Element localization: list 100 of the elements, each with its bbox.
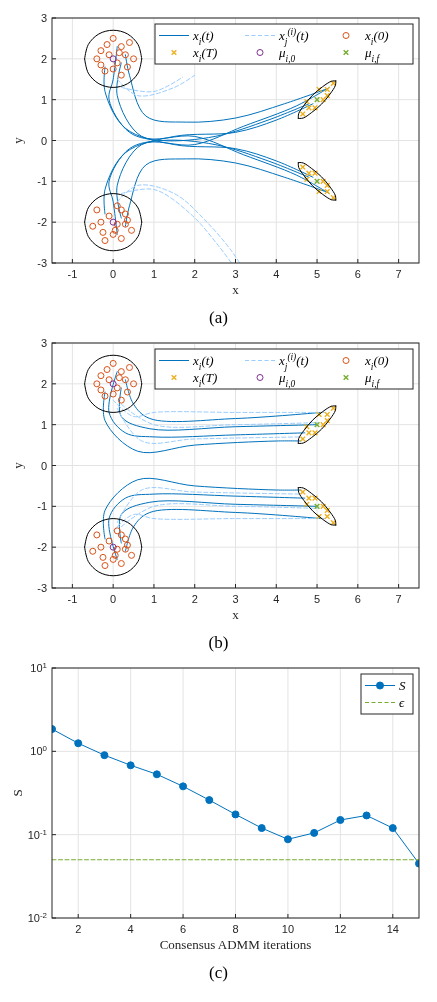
y-tick-label: 10$^{1}$ [30, 660, 48, 674]
point [113, 59, 121, 67]
point [111, 551, 119, 559]
point [314, 178, 320, 185]
legend-label: x$_{i}$(t) [192, 352, 214, 372]
point [109, 34, 117, 42]
point [97, 386, 105, 394]
point [109, 230, 117, 238]
point [113, 202, 121, 210]
y-axis-title: S [10, 789, 25, 797]
x-axis-title: x [232, 607, 240, 622]
point [109, 380, 117, 388]
legend-label: μ$_{i,f}$ [364, 44, 381, 64]
point [74, 739, 83, 748]
point [306, 170, 312, 176]
y-tick-label: 2 [40, 52, 47, 65]
y-tick-label: 1 [40, 418, 47, 431]
point [362, 811, 371, 820]
point [152, 770, 161, 779]
x-tick-label: 6 [354, 593, 361, 605]
point [101, 562, 109, 570]
point [205, 796, 214, 805]
point [109, 555, 117, 563]
point [306, 430, 312, 436]
x-tick-label: 0 [110, 593, 117, 605]
point [123, 541, 131, 549]
x-tick-label: -1 [67, 593, 78, 605]
point [306, 105, 312, 111]
point [128, 226, 136, 234]
x-tick-label: 4 [273, 268, 280, 280]
point [299, 489, 306, 495]
x-tick-label: 1 [150, 593, 158, 605]
point [310, 828, 319, 837]
point [100, 751, 109, 760]
y-tick-label: 10$^{-2}$ [27, 910, 47, 924]
y-tick-label: 3 [40, 12, 47, 24]
point [103, 366, 111, 374]
point [105, 212, 113, 220]
point [299, 164, 306, 170]
x-tick-label: 12 [334, 923, 347, 935]
point [117, 71, 125, 79]
x-tick-label: 6 [354, 268, 361, 280]
y-tick-label: -1 [37, 500, 47, 513]
point [117, 396, 125, 404]
point [123, 216, 131, 224]
legend-label: μ$_{i,f}$ [364, 369, 381, 389]
y-tick-label: 0 [40, 134, 47, 147]
legend-label: ϵ [399, 694, 405, 710]
point [109, 390, 117, 398]
point [126, 761, 135, 770]
point [324, 513, 331, 520]
y-tick-label: -3 [37, 582, 47, 594]
x-tick-label: 5 [313, 593, 321, 605]
x-tick-label: 2 [191, 268, 198, 280]
point [97, 61, 105, 69]
point [99, 228, 107, 236]
point [130, 380, 138, 388]
point [109, 65, 117, 73]
x-axis-title: x [232, 282, 240, 297]
y-tick-label: -1 [37, 175, 47, 188]
point [99, 553, 107, 561]
point [93, 206, 101, 214]
x-tick-label: 3 [232, 268, 239, 280]
point [121, 220, 129, 228]
y-tick-label: -2 [37, 541, 47, 554]
point [121, 51, 129, 59]
y-axis-title: y [10, 136, 25, 144]
point [336, 815, 345, 824]
point [121, 545, 129, 553]
point [257, 824, 266, 833]
legend-label: x$_{i}$(0) [364, 352, 389, 372]
point [121, 210, 129, 218]
x-tick-label: 10 [281, 923, 295, 935]
point [101, 392, 109, 400]
point [109, 218, 117, 226]
point [105, 51, 113, 59]
x-tick-label: 7 [395, 268, 402, 280]
point [314, 503, 320, 510]
point [113, 527, 121, 535]
point [117, 206, 125, 214]
point [388, 824, 397, 833]
point [93, 55, 101, 63]
point [101, 237, 109, 245]
text: (b) [208, 633, 229, 652]
y-tick-label: 10$^{-1}$ [27, 827, 48, 841]
x-tick-label: 4 [127, 923, 134, 935]
x-tick-label: 6 [180, 923, 187, 935]
point [306, 495, 312, 501]
point [117, 531, 125, 539]
point [283, 835, 292, 844]
point [105, 537, 113, 545]
point [89, 547, 97, 555]
x-tick-label: 5 [313, 268, 321, 280]
text: (c) [209, 963, 228, 982]
point [117, 368, 125, 376]
x-tick-label: 14 [386, 923, 399, 935]
point [113, 545, 121, 553]
point [179, 782, 188, 791]
x-axis-title: Consensus ADMM iterations [159, 937, 312, 952]
point [97, 218, 105, 226]
